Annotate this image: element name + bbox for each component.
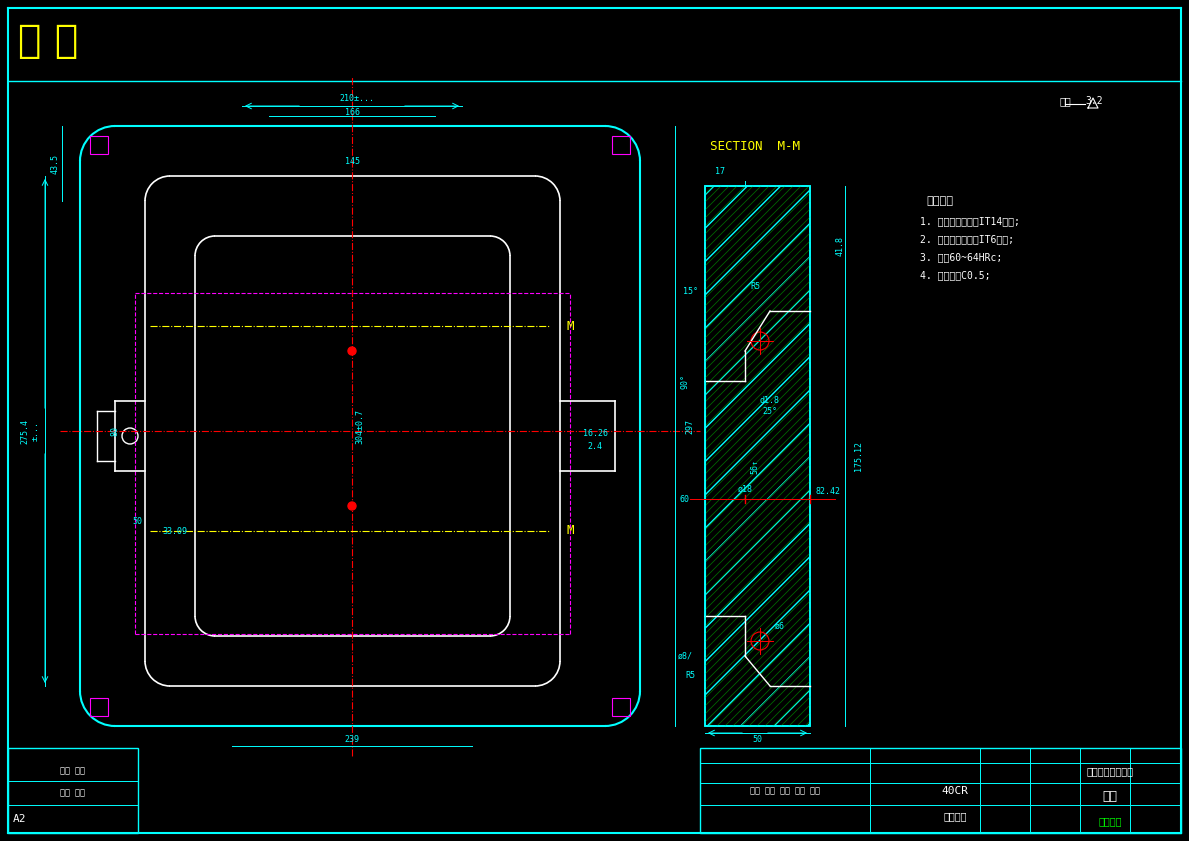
- Text: 239: 239: [345, 736, 359, 744]
- Bar: [705, 186, 810, 726]
- Text: 40CR: 40CR: [942, 786, 969, 796]
- Text: 82.42: 82.42: [816, 486, 841, 495]
- Text: 16.26: 16.26: [583, 429, 608, 437]
- Text: 33.09: 33.09: [163, 526, 188, 536]
- Text: 304±0.7: 304±0.7: [356, 409, 365, 443]
- Bar: [705, 186, 810, 726]
- Text: 2. 成型部位公差按IT6执行;: 2. 成型部位公差按IT6执行;: [920, 234, 1014, 244]
- Text: 15°: 15°: [682, 287, 698, 295]
- Text: 2.4: 2.4: [587, 442, 603, 451]
- Text: 型 腔: 型 腔: [18, 22, 78, 60]
- Text: 41.8: 41.8: [836, 236, 844, 256]
- Text: 3.2: 3.2: [1086, 96, 1102, 106]
- Text: A2: A2: [13, 814, 26, 824]
- Text: 297: 297: [686, 419, 694, 433]
- Text: 制图 描图: 制图 描图: [61, 766, 86, 775]
- Bar: [612, 698, 630, 716]
- Text: 166: 166: [345, 108, 359, 117]
- Text: 50: 50: [132, 516, 141, 526]
- Circle shape: [348, 502, 356, 510]
- Bar: [90, 136, 108, 154]
- Text: 3. 淬火60~64HRc;: 3. 淬火60~64HRc;: [920, 252, 1002, 262]
- Text: 80: 80: [111, 426, 120, 436]
- Text: 145: 145: [345, 156, 359, 166]
- Text: 制图 描图 审查 审定 比例: 制图 描图 审查 审定 比例: [750, 786, 820, 796]
- Text: 90°: 90°: [680, 373, 690, 389]
- Text: 56↑: 56↑: [750, 458, 760, 473]
- Text: 桂林电子科技大学: 桂林电子科技大学: [1087, 766, 1133, 776]
- Text: ø6: ø6: [775, 621, 785, 631]
- Text: M: M: [566, 525, 574, 537]
- Text: 17: 17: [715, 167, 725, 176]
- Circle shape: [348, 347, 356, 355]
- Text: ø8/: ø8/: [678, 652, 692, 660]
- Text: R5: R5: [750, 282, 760, 290]
- Text: M: M: [566, 320, 574, 332]
- Text: 43.5: 43.5: [50, 154, 59, 174]
- Bar: [8, 748, 138, 833]
- Text: 其余: 其余: [1061, 96, 1071, 106]
- Bar: [705, 186, 810, 726]
- Text: 50: 50: [751, 736, 762, 744]
- Text: d1.8
25°: d1.8 25°: [760, 396, 780, 415]
- Text: 275.4
±...: 275.4 ±...: [20, 419, 39, 443]
- Text: 175.12: 175.12: [854, 441, 862, 471]
- Text: 1. 未注尺寸公差按IT14执行;: 1. 未注尺寸公差按IT14执行;: [920, 216, 1020, 226]
- Text: SECTION  M-M: SECTION M-M: [710, 140, 800, 152]
- Text: 4. 未注圆角C0.5;: 4. 未注圆角C0.5;: [920, 270, 990, 280]
- Text: 指导老师: 指导老师: [1099, 816, 1121, 826]
- Text: 审查 审定: 审查 审定: [61, 789, 86, 797]
- Bar: [90, 698, 108, 716]
- Bar: [700, 748, 1181, 833]
- Text: R5: R5: [685, 671, 696, 680]
- Text: 技术要求: 技术要求: [926, 196, 954, 206]
- Text: 60: 60: [680, 495, 690, 504]
- Text: 210±...: 210±...: [340, 93, 375, 103]
- Text: 型腔: 型腔: [1102, 790, 1118, 802]
- Bar: [612, 136, 630, 154]
- Text: ø18: ø18: [737, 484, 753, 494]
- Text: 指导老师: 指导老师: [943, 811, 967, 821]
